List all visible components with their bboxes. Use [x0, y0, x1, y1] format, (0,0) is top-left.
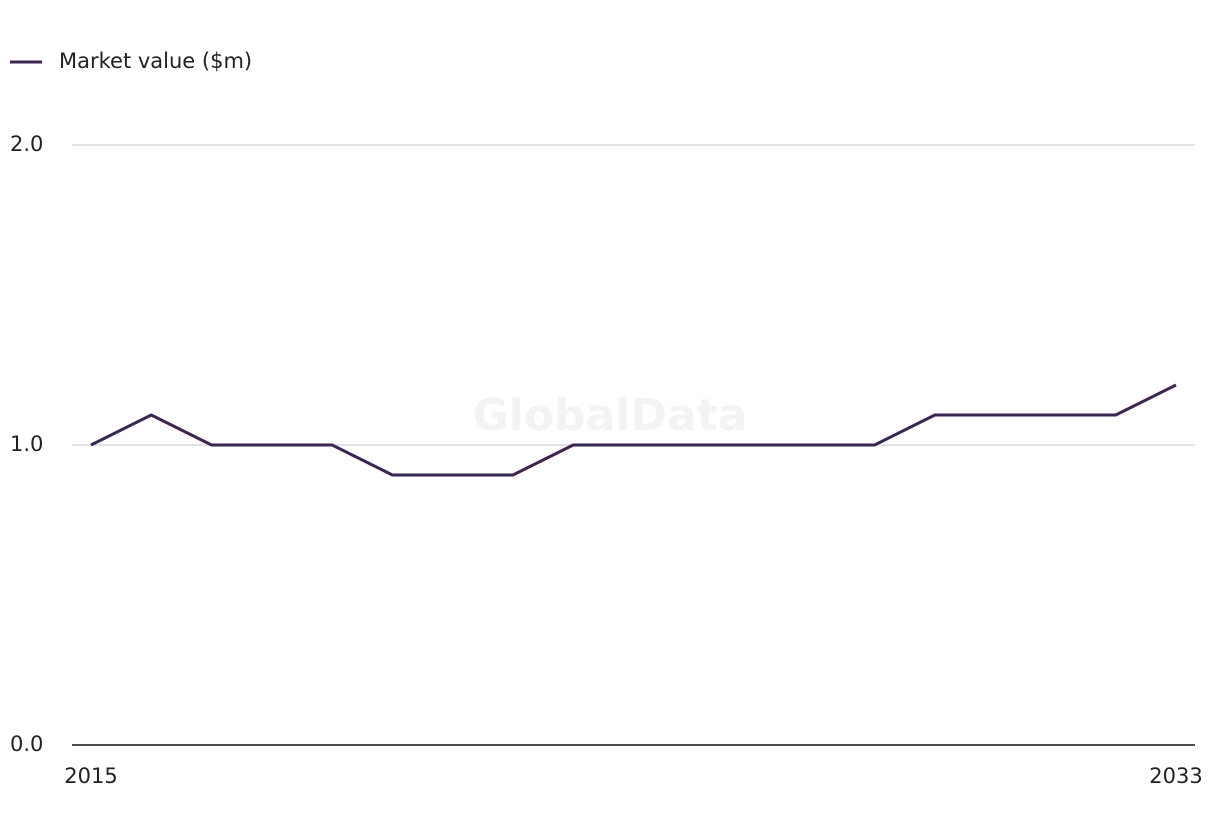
- legend-label: Market value ($m): [59, 49, 252, 73]
- y-tick-label: 0.0: [10, 732, 43, 756]
- x-tick-label: 2033: [1149, 764, 1202, 788]
- y-tick-label: 2.0: [10, 132, 43, 156]
- x-tick-label: 2015: [64, 764, 117, 788]
- y-tick-label: 1.0: [10, 432, 43, 456]
- watermark: GlobalData: [473, 390, 748, 441]
- data-line: [90, 383, 1177, 477]
